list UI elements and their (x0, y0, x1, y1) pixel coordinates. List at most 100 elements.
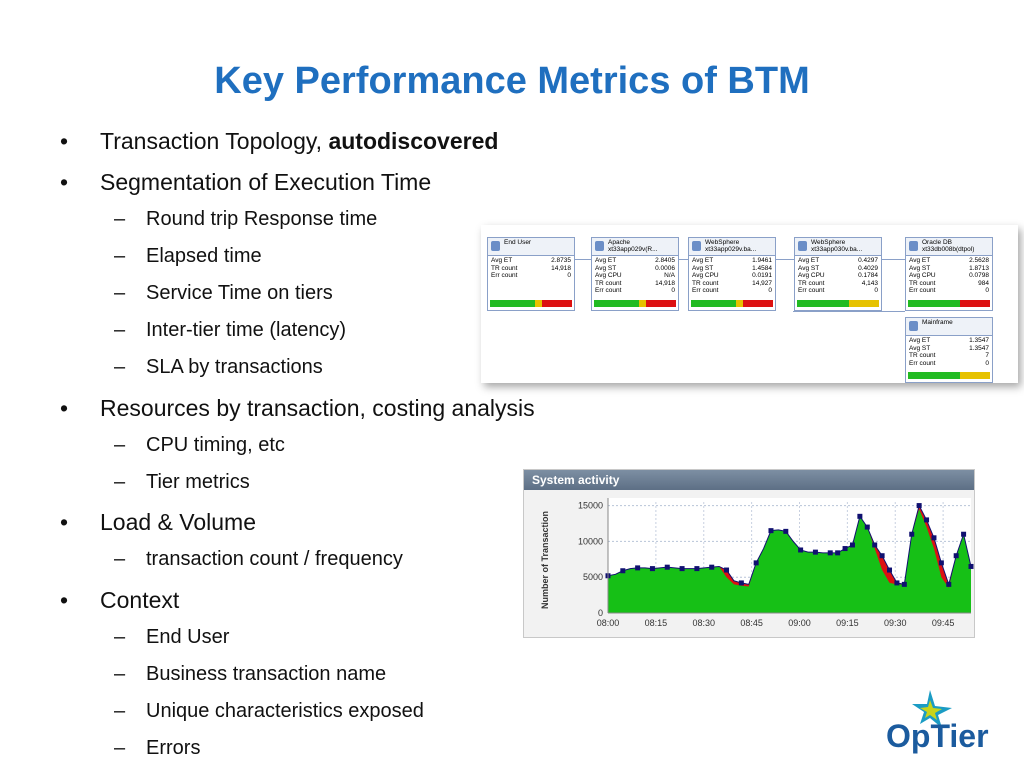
data-point (894, 580, 900, 586)
metric-label: Avg ST (595, 264, 617, 272)
y-tick-label: 15000 (578, 501, 603, 511)
sub-bullet: – CPU timing, etc (114, 434, 285, 456)
metric-value: 1.3547 (969, 344, 989, 352)
metric-row: Avg CPU 0.0191 (692, 272, 772, 280)
metric-row: Avg ET 2.5628 (909, 257, 989, 265)
topology-connector (573, 259, 591, 260)
metric-label: TR count (491, 264, 518, 272)
metric-value: 0 (567, 272, 571, 279)
topology-node[interactable]: Mainframe Avg ET 1.3547 Avg ST 1.3547 TR coun… (905, 317, 993, 383)
topology-node[interactable]: End User Avg ET 2.8735 TR count 14,918 Err co… (487, 237, 575, 311)
metric-label: Avg CPU (692, 272, 719, 279)
data-point (857, 513, 863, 519)
metric-value: 0 (874, 287, 878, 294)
sub-bullet: – Elapsed time (114, 245, 262, 267)
data-point (738, 580, 744, 586)
node-name: Mainframe (922, 319, 953, 326)
metric-label: Avg CPU (909, 272, 936, 279)
metric-value: 4,143 (861, 279, 878, 287)
topology-node[interactable]: Apache xt33app029v(R... Avg ET 2.8405 Avg ST… (591, 237, 679, 311)
server-icon (909, 321, 918, 331)
bullet-segmentation: • Segmentation of Execution Time (60, 169, 432, 195)
metric-value: 0.4029 (858, 264, 878, 272)
metric-row: Err count 0 (798, 287, 878, 295)
topology-node[interactable]: Oracle DB xt33db008b(dtpol) Avg ET 2.5628 Av… (905, 237, 993, 311)
metric-row: TR count 4,143 (798, 280, 878, 288)
metric-row: Avg ET 2.8735 (491, 257, 571, 265)
data-point (709, 564, 715, 570)
sla-segment (691, 300, 724, 307)
metric-label: TR count (909, 279, 936, 287)
node-name: End User (504, 239, 532, 246)
topology-node[interactable]: WebSphere xt33app030v.ba... Avg ET 0.4297 Av… (794, 237, 882, 311)
metric-label: Err count (692, 287, 719, 294)
metric-row: Avg ET 1.9461 (692, 257, 772, 265)
node-name: Apache xt33app029v(R... (608, 239, 658, 253)
metric-row: Avg ST 1.4584 (692, 265, 772, 273)
metric-row: TR count 7 (909, 352, 989, 360)
metric-label: Avg ST (692, 264, 714, 272)
topology-node[interactable]: WebSphere xt33app029v.ba... Avg ET 1.9461 Av… (688, 237, 776, 311)
metric-value: 0.0006 (655, 264, 675, 272)
sub-bullet: – Business transaction name (114, 663, 387, 685)
metric-row: Avg ET 0.4297 (798, 257, 878, 265)
metric-value: 14,918 (655, 279, 675, 287)
sla-segment (842, 300, 849, 307)
sla-segment (953, 372, 960, 379)
metric-value: 1.4584 (752, 264, 772, 272)
topology-diagram: End User Avg ET 2.8735 TR count 14,918 Err co… (481, 225, 1018, 383)
data-point (924, 517, 930, 523)
y-tick-label: 0 (598, 608, 603, 618)
sub-bullet: – Unique characteristics exposed (114, 700, 424, 722)
metric-value: 1.8713 (969, 264, 989, 272)
sla-segment (908, 300, 941, 307)
sla-segment (848, 300, 879, 307)
metric-value: 0 (985, 359, 989, 367)
sla-segment (736, 300, 743, 307)
x-tick-label: 09:00 (788, 618, 811, 628)
bullet-topology: • Transaction Topology, autodiscovered (60, 128, 499, 154)
sla-bar (908, 300, 990, 307)
slide-title: Key Performance Metrics of BTM (214, 60, 810, 102)
node-header: End User (488, 238, 574, 256)
data-point (916, 503, 922, 509)
metric-row: Err count 0 (491, 272, 571, 280)
chart-header: System activity (524, 470, 974, 490)
metric-value: 0.0798 (969, 272, 989, 279)
data-point (835, 550, 841, 556)
data-point (953, 553, 959, 559)
metric-row: Avg CPU N/A (595, 272, 675, 280)
node-header: Oracle DB xt33db008b(dtpol) (906, 238, 992, 256)
data-point (842, 546, 848, 552)
logo-text: OpTier (886, 718, 989, 754)
metric-label: TR count (798, 279, 825, 287)
sla-segment (723, 300, 737, 307)
sla-segment (797, 300, 830, 307)
x-tick-label: 08:45 (740, 618, 763, 628)
metric-value: 1.3547 (969, 337, 989, 344)
server-icon (909, 241, 918, 251)
node-metrics: Avg ET 2.8735 TR count 14,918 Err count 0 (488, 256, 574, 281)
metric-value: 14,918 (551, 264, 571, 272)
sub-bullet: – Service Time on tiers (114, 282, 333, 304)
metric-row: TR count 14,927 (692, 280, 772, 288)
topology-connector (774, 259, 794, 260)
sla-segment (940, 372, 954, 379)
sla-segment (594, 300, 627, 307)
node-metrics: Avg ET 0.4297 Avg ST 0.4029 Avg CPU 0.1784 TR … (795, 256, 881, 296)
x-tick-label: 09:15 (836, 618, 859, 628)
data-point (961, 531, 967, 537)
node-metrics: Avg ET 2.8405 Avg ST 0.0006 Avg CPU N/A TR cou… (592, 256, 678, 296)
metric-value: 0.0191 (752, 272, 772, 279)
metric-value: 984 (978, 279, 989, 287)
data-point (931, 535, 937, 541)
metric-value: 0 (768, 287, 772, 294)
data-point (968, 563, 974, 569)
data-point (812, 549, 818, 555)
metric-label: Avg ET (491, 257, 513, 264)
node-name: WebSphere xt33app029v.ba... (705, 239, 757, 253)
server-icon (491, 241, 500, 251)
x-tick-label: 09:30 (884, 618, 907, 628)
metric-label: Err count (909, 287, 936, 294)
sla-segment (940, 300, 954, 307)
